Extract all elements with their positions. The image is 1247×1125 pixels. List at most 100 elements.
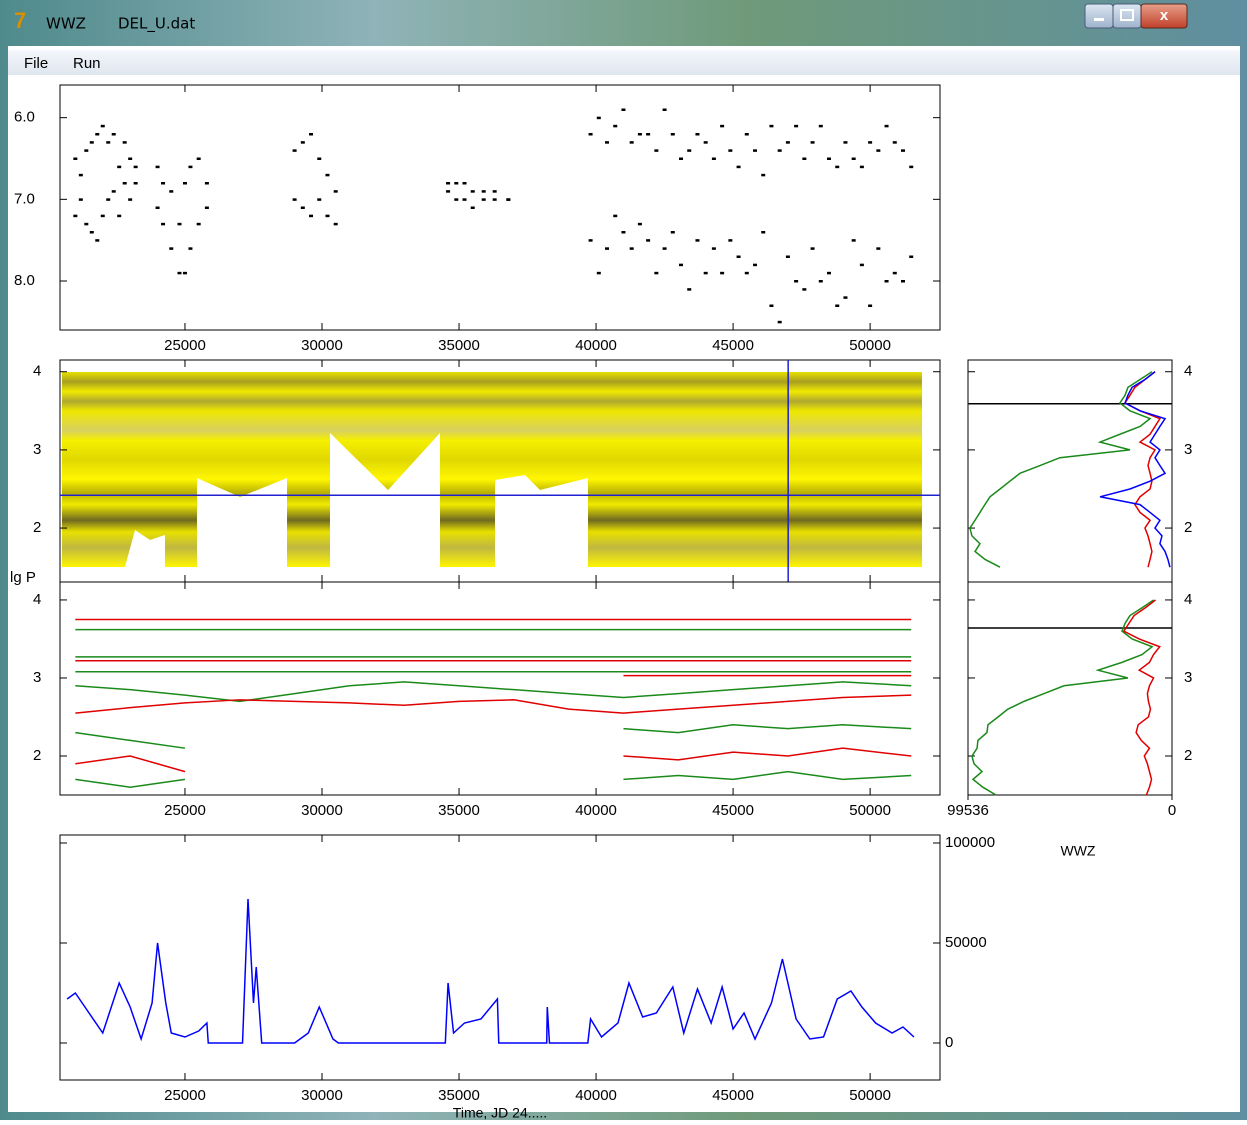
data-point: [843, 296, 848, 299]
data-point: [78, 173, 83, 177]
data-point: [588, 239, 593, 242]
x-tick-label: 35000: [438, 337, 480, 354]
x-tick-label: 40000: [575, 1087, 617, 1104]
y-tick-label: 6.0: [14, 109, 35, 126]
profile-line: [1099, 371, 1171, 568]
data-point: [646, 133, 651, 136]
data-point: [843, 141, 848, 144]
data-point: [111, 190, 116, 193]
plot-frame: [59, 581, 941, 796]
data-point: [901, 149, 906, 152]
maximize-button[interactable]: [1112, 3, 1142, 29]
menu-item[interactable]: File: [24, 55, 48, 72]
data-point: [827, 157, 832, 160]
x-tick-label: 0: [1168, 802, 1176, 819]
client-area: [8, 46, 1240, 1112]
data-point: [122, 141, 127, 144]
data-point: [605, 247, 610, 250]
data-point: [605, 141, 610, 144]
close-button[interactable]: [1140, 3, 1188, 29]
data-point: [325, 214, 330, 218]
data-point: [868, 141, 873, 144]
x-axis-label: Time, JD 24.....: [453, 1105, 547, 1120]
x-tick-label: 40000: [575, 337, 617, 354]
data-point: [909, 165, 914, 169]
y-tick-label: 2: [33, 747, 41, 764]
data-point: [204, 206, 209, 209]
data-point: [300, 141, 305, 144]
data-point: [769, 124, 774, 128]
data-point: [818, 124, 823, 128]
data-point: [679, 157, 684, 160]
data-point: [901, 280, 906, 283]
data-point: [100, 124, 105, 128]
data-point: [470, 190, 475, 193]
data-point: [117, 165, 122, 169]
data-point: [687, 149, 692, 152]
data-point: [128, 198, 133, 201]
data-point: [794, 124, 799, 128]
window-title: WWZ: [46, 15, 86, 33]
data-point: [637, 133, 642, 136]
y-tick-label: 7.0: [14, 190, 35, 207]
data-point: [703, 271, 708, 275]
data-point: [333, 190, 338, 193]
data-point: [73, 214, 78, 218]
x-tick-label: 50000: [849, 1087, 891, 1104]
data-point: [720, 124, 725, 128]
data-point: [462, 182, 467, 185]
data-point: [662, 108, 667, 111]
data-point: [73, 157, 78, 160]
data-point: [785, 141, 790, 144]
x-tick-label: 45000: [712, 1087, 754, 1104]
data-point: [470, 206, 475, 209]
data-point: [621, 231, 626, 234]
data-point: [785, 255, 790, 258]
data-point: [802, 288, 807, 291]
data-point: [446, 190, 451, 193]
data-point: [859, 165, 864, 169]
data-point: [736, 165, 741, 169]
data-point: [868, 304, 873, 307]
y-tick-label: 2: [1184, 747, 1192, 764]
data-point: [835, 304, 840, 307]
series-line: [75, 694, 912, 714]
data-point: [169, 190, 174, 193]
data-point: [744, 271, 749, 275]
x-tick-label: 45000: [712, 802, 754, 819]
data-point: [810, 247, 815, 250]
data-point: [84, 149, 89, 152]
y-tick-label: 50000: [945, 934, 987, 951]
minimize-icon: [1094, 18, 1104, 21]
menu-item[interactable]: Run: [73, 55, 101, 72]
data-point: [492, 198, 497, 201]
data-point: [909, 255, 914, 258]
data-point: [810, 141, 815, 144]
data-point: [827, 271, 832, 275]
map-gap: [125, 530, 165, 567]
data-point: [111, 133, 116, 136]
data-point: [161, 222, 166, 226]
data-point: [309, 133, 314, 136]
data-point: [333, 222, 338, 226]
y-tick-label: 100000: [945, 834, 995, 851]
map-gap: [197, 478, 287, 567]
plot-frame: [967, 581, 1173, 796]
y-tick-label: 4: [33, 591, 41, 608]
data-point: [196, 222, 201, 226]
data-point: [89, 231, 94, 234]
data-point: [169, 247, 174, 250]
data-point: [117, 214, 122, 218]
data-point: [777, 320, 782, 324]
data-point: [317, 198, 322, 201]
minimize-button[interactable]: [1084, 3, 1114, 29]
y-tick-label: 3: [33, 441, 41, 458]
data-point: [613, 124, 618, 128]
data-point: [884, 280, 889, 283]
x-tick-label: 40000: [575, 802, 617, 819]
profile-line: [1122, 599, 1161, 796]
data-point: [695, 133, 700, 136]
data-point: [155, 165, 160, 169]
y-axis-label: lg P: [10, 569, 36, 586]
data-point: [122, 182, 127, 185]
